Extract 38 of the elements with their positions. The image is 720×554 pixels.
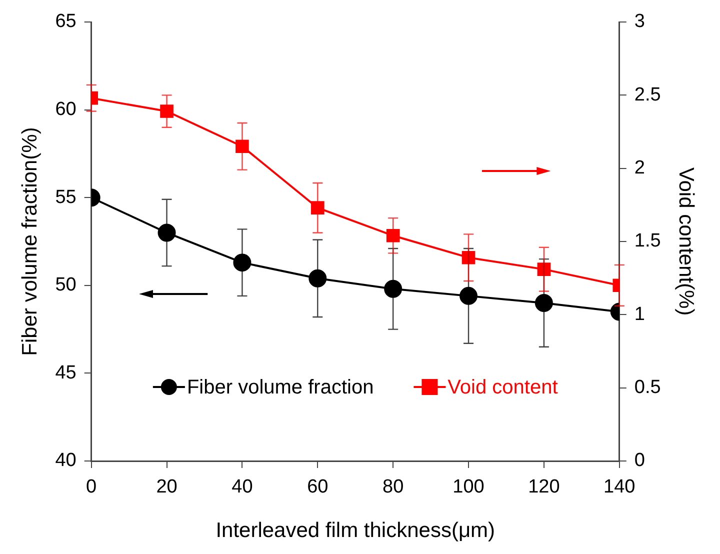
point bbox=[386, 228, 400, 242]
x-tick-label: 80 bbox=[382, 476, 404, 498]
point bbox=[233, 254, 252, 272]
y2-tick-label: 1.5 bbox=[634, 230, 661, 252]
y2-tick-label: 3 bbox=[634, 11, 645, 32]
y-tick-label: 60 bbox=[55, 99, 76, 120]
x-tick-label: 20 bbox=[156, 476, 178, 498]
x-tick-label: 120 bbox=[528, 476, 560, 498]
point bbox=[534, 294, 553, 312]
y-tick-label: 45 bbox=[55, 362, 76, 384]
y2-tick-label: 1 bbox=[634, 304, 645, 325]
y2-tick-label: 0.5 bbox=[634, 377, 661, 398]
point bbox=[236, 140, 249, 154]
x-tick-label: 140 bbox=[604, 476, 636, 498]
y-axis-title: Fiber volume fraction(%) bbox=[18, 127, 42, 356]
point bbox=[460, 286, 478, 305]
y2-tick-label: 0 bbox=[634, 450, 645, 472]
y2-tick-label: 2 bbox=[634, 158, 645, 179]
point bbox=[384, 280, 402, 298]
legend-label: Fiber volume fraction bbox=[186, 376, 374, 399]
point bbox=[537, 262, 551, 276]
legend-label: Void content bbox=[448, 376, 558, 399]
point bbox=[160, 104, 174, 118]
point bbox=[158, 224, 176, 242]
y-tick-label: 50 bbox=[55, 274, 76, 296]
x-tick-label: 0 bbox=[86, 476, 97, 498]
x-tick-label: 60 bbox=[307, 476, 328, 498]
point bbox=[310, 201, 324, 214]
point bbox=[308, 269, 327, 288]
y-tick-label: 40 bbox=[55, 450, 76, 472]
x-axis-title: Interleaved film thickness(μm) bbox=[216, 519, 496, 542]
x-tick-label: 40 bbox=[232, 476, 253, 498]
y2-axis-title: Void content(%) bbox=[674, 167, 698, 316]
point bbox=[462, 250, 476, 264]
x-tick-label: 100 bbox=[452, 476, 484, 498]
y2-tick-label: 2.5 bbox=[634, 84, 661, 106]
y-tick-label: 65 bbox=[55, 11, 76, 32]
y-tick-label: 55 bbox=[55, 186, 76, 208]
